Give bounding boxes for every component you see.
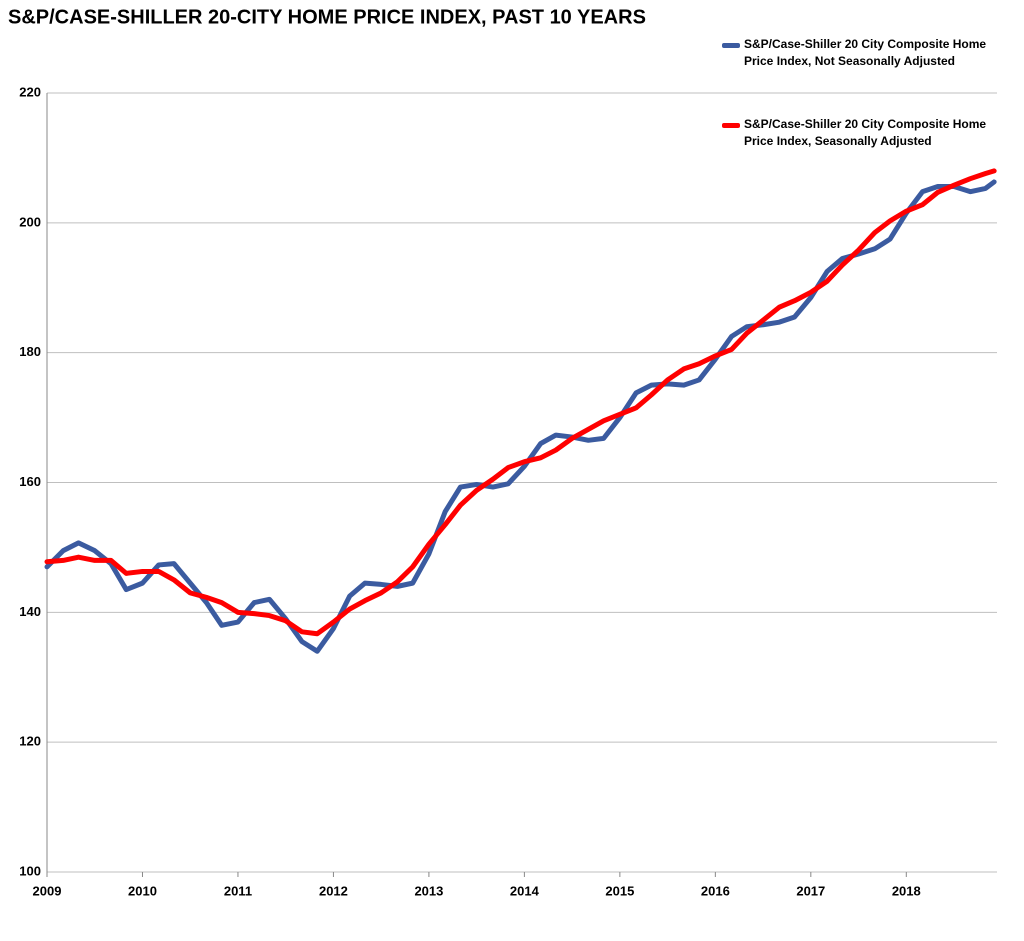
chart-title: S&P/CASE-SHILLER 20-CITY HOME PRICE INDE… xyxy=(8,6,646,28)
x-tick-label: 2012 xyxy=(319,883,348,898)
series-line xyxy=(44,179,997,654)
y-tick-label: 140 xyxy=(19,604,41,619)
x-tick-label: 2018 xyxy=(892,883,921,898)
y-tick-label: 200 xyxy=(19,214,41,229)
legend-item: S&P/Case-Shiller 20 City Composite Home … xyxy=(722,36,994,70)
legend-swatch xyxy=(722,123,740,128)
legend-swatch xyxy=(722,43,740,48)
x-tick-label: 2014 xyxy=(510,883,540,898)
y-tick-label: 160 xyxy=(19,474,41,489)
y-tick-label: 180 xyxy=(19,344,41,359)
legend-label: S&P/Case-Shiller 20 City Composite Home … xyxy=(744,117,987,148)
y-tick-label: 120 xyxy=(19,734,41,749)
y-tick-label: 100 xyxy=(19,863,41,878)
x-tick-label: 2011 xyxy=(224,883,252,898)
legend-item: S&P/Case-Shiller 20 City Composite Home … xyxy=(722,116,994,150)
series-line xyxy=(44,168,997,637)
x-tick-label: 2013 xyxy=(414,883,443,898)
x-tick-label: 2016 xyxy=(701,883,730,898)
y-tick-label: 220 xyxy=(19,84,41,99)
x-tick-label: 2010 xyxy=(128,883,157,898)
legend-label: S&P/Case-Shiller 20 City Composite Home … xyxy=(744,37,987,68)
x-tick-label: 2009 xyxy=(33,883,62,898)
x-tick-label: 2017 xyxy=(796,883,825,898)
x-tick-label: 2015 xyxy=(605,883,634,898)
